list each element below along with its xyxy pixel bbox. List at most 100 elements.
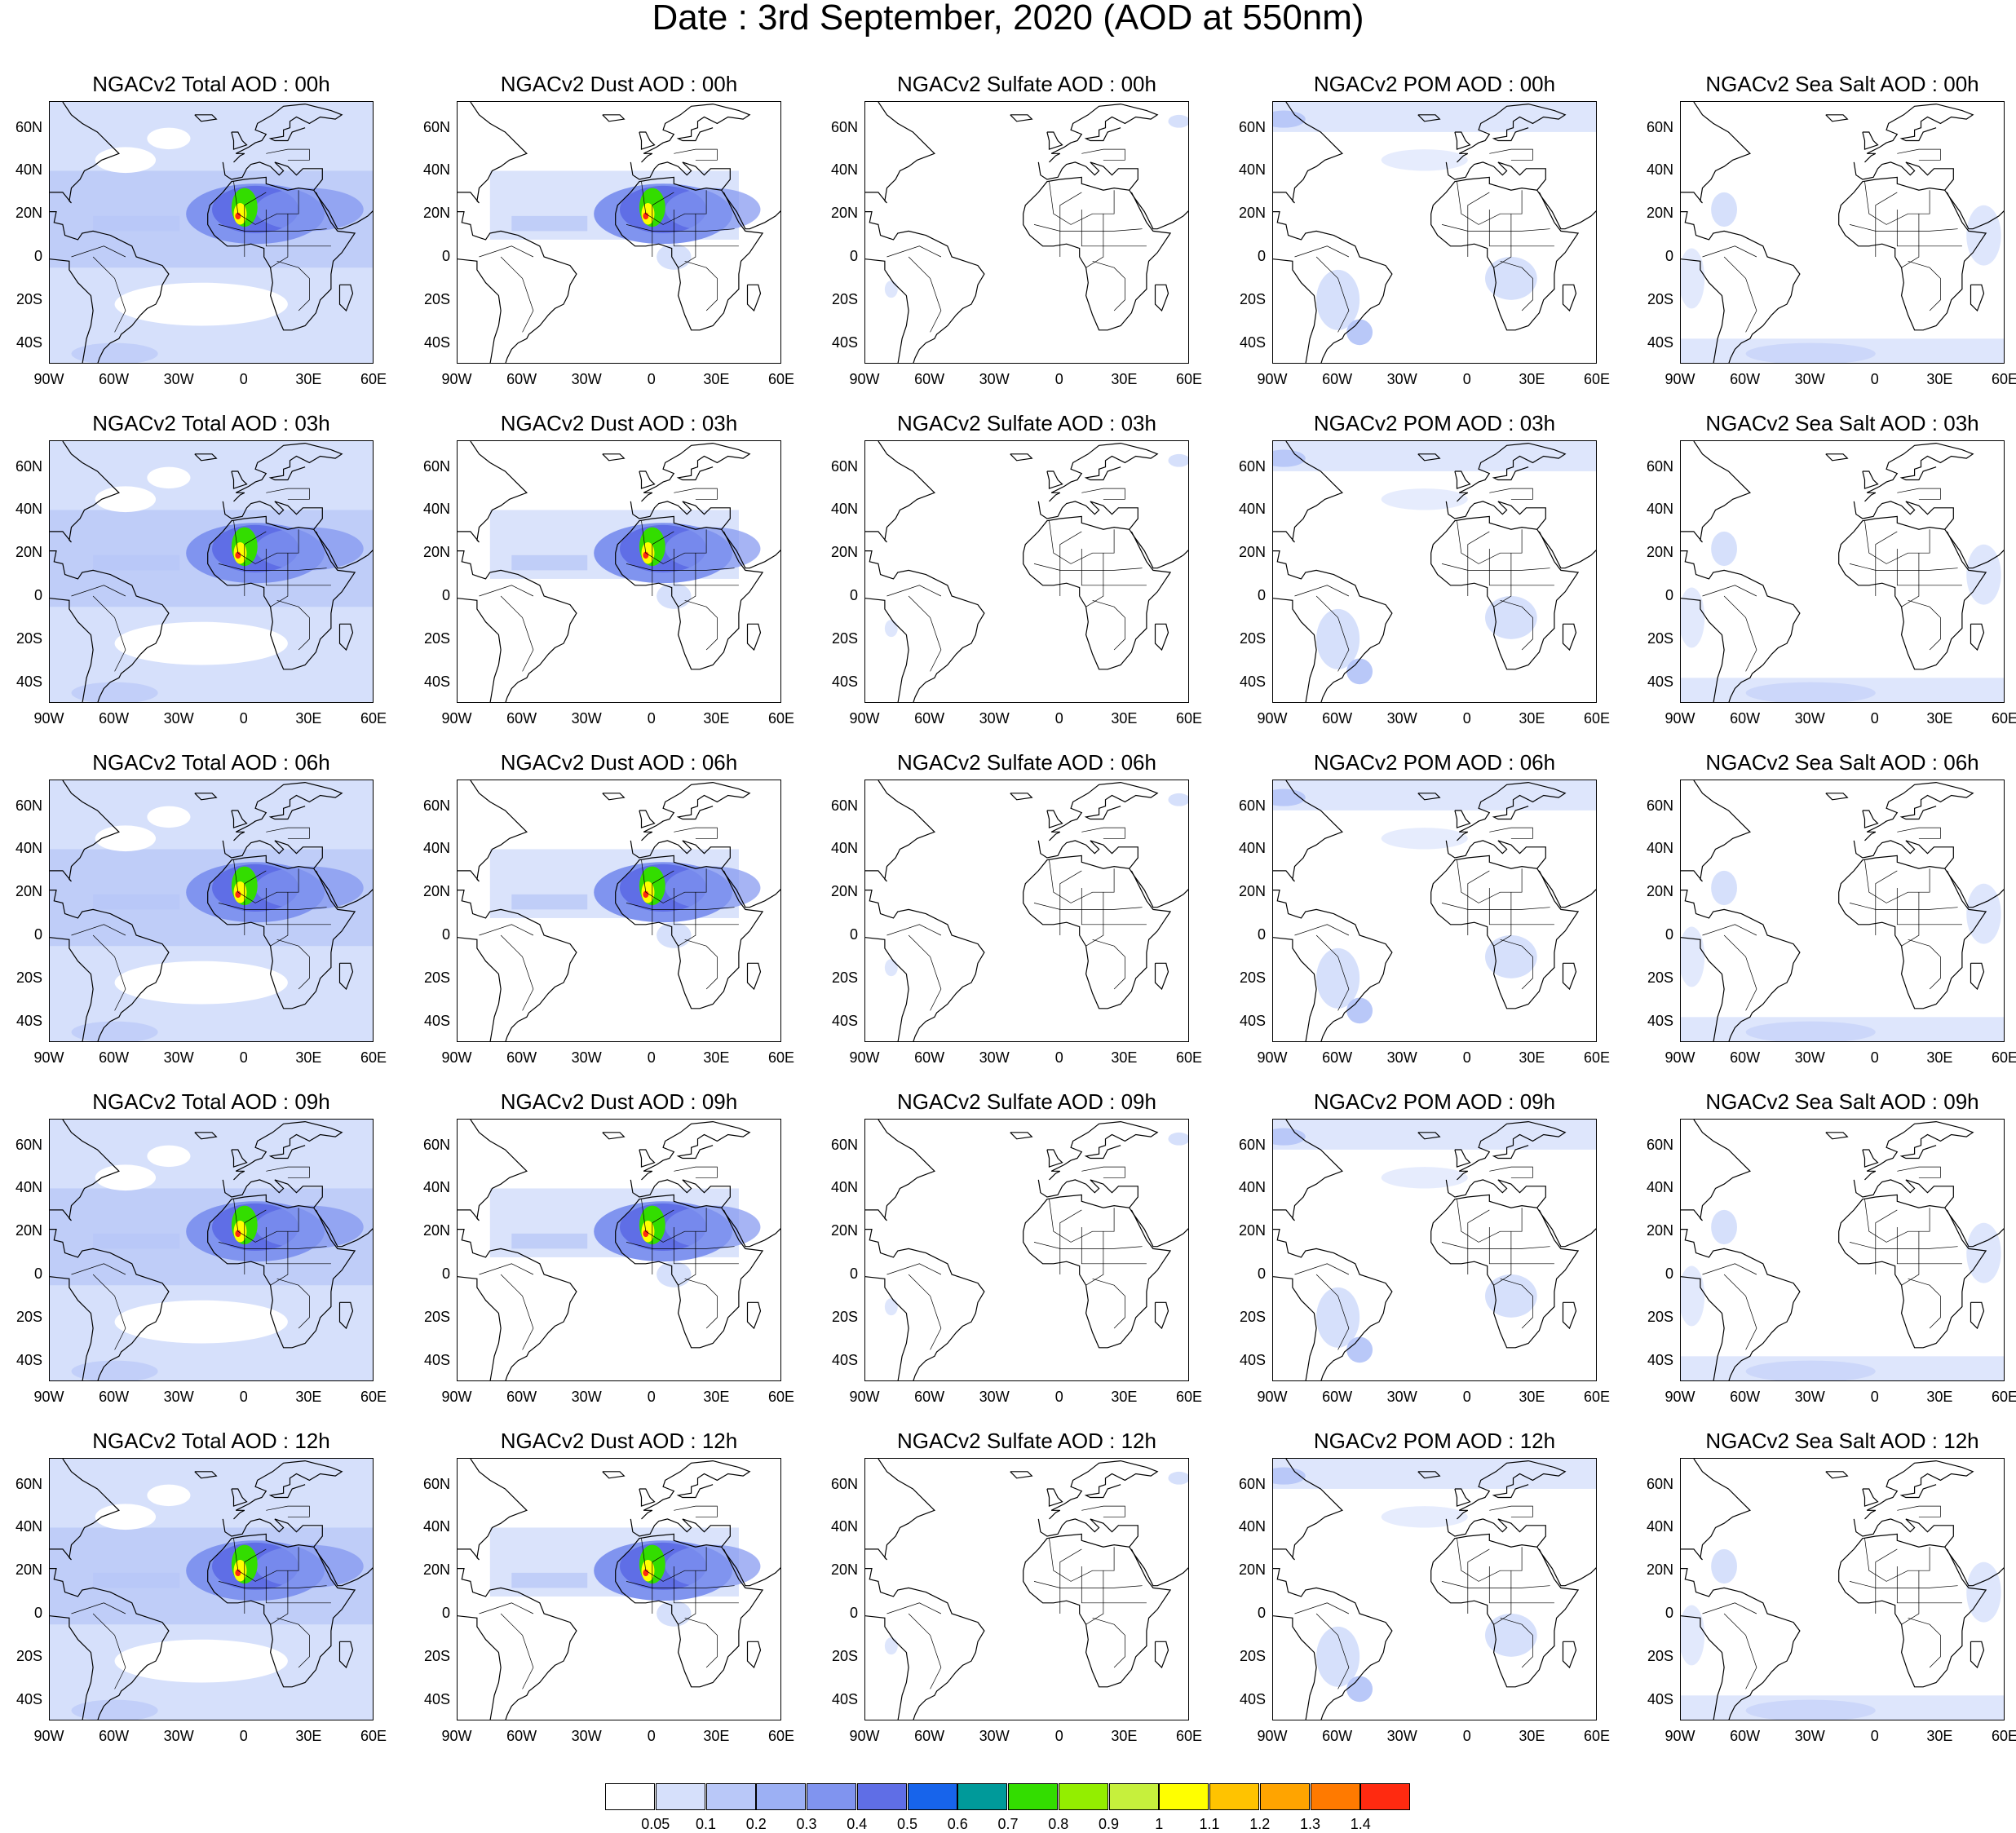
map-plot-area — [457, 1458, 781, 1720]
lat-tick-label: 40N — [15, 161, 42, 179]
lon-tick-label: 60E — [1991, 1389, 2016, 1405]
lon-tick-label: 60E — [767, 1728, 795, 1744]
aod-field — [1681, 192, 2004, 363]
lat-tick-label: 0 — [1257, 1265, 1266, 1283]
aod-field — [1681, 1548, 2004, 1720]
coastlines-and-borders — [50, 102, 373, 363]
map-svg — [1681, 780, 2004, 1041]
lon-tick-label: 60E — [360, 710, 387, 727]
lon-tick-label: 60W — [1730, 371, 1761, 387]
aod-field — [489, 1527, 761, 1627]
lat-tick-label: 20N — [830, 1222, 858, 1239]
lat-tick-label: 40S — [1647, 1690, 1673, 1707]
colorbar-swatch — [1008, 1783, 1058, 1810]
panel-title: NGACv2 Total AOD : 12h — [92, 1429, 330, 1453]
lat-tick-label: 40S — [423, 1351, 450, 1368]
lon-tick-label: 60E — [1991, 371, 2016, 387]
lat-tick-label: 60N — [422, 457, 450, 475]
lat-tick-label: 20N — [15, 1222, 42, 1239]
coastlines-and-borders — [1273, 1120, 1596, 1380]
lon-tick-label: 60E — [1583, 710, 1611, 727]
lon-tick-label: 60W — [1730, 1728, 1761, 1744]
coastlines-and-borders — [865, 102, 1188, 363]
lat-tick-label: 20S — [1239, 1647, 1266, 1664]
lon-tick-label: 60W — [506, 710, 537, 727]
lat-tick-label: 20N — [1646, 205, 1673, 222]
map-svg — [865, 1120, 1188, 1380]
lat-tick-label: 20S — [1647, 1308, 1673, 1325]
lon-tick-label: 60E — [360, 1049, 387, 1066]
aod-field — [1273, 1459, 1596, 1703]
map-panel: NGACv2 POM AOD : 06h 60N 40N 20N 0 20S 40S 90W 6… — [1223, 750, 1631, 1089]
coastlines-and-borders — [865, 1120, 1188, 1380]
colorbar-swatch — [605, 1783, 655, 1810]
map-panel: NGACv2 POM AOD : 03h 60N 40N 20N 0 20S 40S 90W 6… — [1223, 411, 1631, 750]
panel-title: NGACv2 Sea Salt AOD : 03h — [1705, 411, 1979, 435]
lon-tick-label: 30W — [571, 710, 602, 727]
map-svg — [458, 1459, 780, 1720]
lat-tick-label: 0 — [1665, 248, 1673, 265]
lon-tick-label: 60W — [1322, 1728, 1353, 1744]
map-plot-area — [49, 1119, 374, 1381]
lat-tick-label: 20S — [423, 629, 450, 647]
lat-tick-label: 0 — [1257, 1605, 1266, 1622]
lon-tick-label: 90W — [1665, 1389, 1695, 1405]
lat-tick-label: 60N — [1238, 457, 1266, 475]
lat-tick-label: 40S — [831, 1012, 858, 1029]
lon-tick-label: 60W — [914, 710, 945, 727]
map-panel: NGACv2 Sulfate AOD : 12h 60N 40N 20N 0 20S 40S… — [816, 1429, 1223, 1768]
lat-tick-label: 0 — [33, 926, 42, 943]
map-plot-area — [1272, 780, 1597, 1042]
aod-field — [489, 1188, 761, 1288]
lon-tick-label: 90W — [849, 710, 880, 727]
panel-title: NGACv2 POM AOD : 12h — [1313, 1429, 1556, 1453]
lat-tick-label: 0 — [849, 248, 858, 265]
lat-tick-label: 60N — [1238, 797, 1266, 814]
colorbar-swatch — [756, 1783, 807, 1810]
map-svg — [458, 780, 780, 1041]
lon-tick-label: 0 — [647, 1389, 656, 1405]
lat-tick-label: 40S — [1239, 673, 1266, 690]
lon-tick-label: 60W — [1730, 1049, 1761, 1066]
lat-tick-label: 20N — [15, 544, 42, 561]
colorbar-swatch — [856, 1783, 907, 1810]
lon-tick-label: 30W — [1386, 371, 1417, 387]
lon-tick-label: 90W — [1665, 1049, 1695, 1066]
lat-tick-label: 40S — [1647, 1012, 1673, 1029]
lat-tick-label: 40S — [423, 1690, 450, 1707]
aod-field — [1681, 870, 2004, 1041]
colorbar-swatch — [957, 1783, 1008, 1810]
lon-tick-label: 0 — [647, 1049, 656, 1066]
lat-tick-label: 20S — [831, 969, 858, 986]
map-svg — [50, 102, 373, 363]
lat-tick-label: 20N — [422, 205, 450, 222]
lon-tick-label: 60W — [99, 1728, 130, 1744]
coastlines-and-borders — [1273, 780, 1596, 1041]
lon-tick-label: 30W — [163, 371, 194, 387]
lat-tick-label: 60N — [1646, 1136, 1673, 1153]
lat-tick-label: 60N — [1646, 457, 1673, 475]
lon-tick-label: 90W — [33, 371, 64, 387]
map-panel: NGACv2 Sea Salt AOD : 12h 60N 40N 20N 0 20S 40… — [1631, 1429, 2016, 1768]
lon-tick-label: 60W — [506, 1389, 537, 1405]
panel-title: NGACv2 Sulfate AOD : 03h — [897, 411, 1156, 435]
lat-tick-label: 40S — [1239, 1351, 1266, 1368]
map-panel: NGACv2 Total AOD : 12h 60N 40N 20N 0 20S 40S 90… — [0, 1429, 408, 1768]
lon-tick-label: 30E — [1519, 710, 1545, 727]
colorbar-label: 0.3 — [796, 1816, 817, 1832]
lon-tick-label: 30E — [1926, 371, 1953, 387]
lon-tick-label: 60W — [99, 1389, 130, 1405]
map-plot-area — [49, 780, 374, 1042]
map-plot-area — [864, 1458, 1189, 1720]
lat-tick-label: 60N — [830, 1136, 858, 1153]
lon-tick-label: 60E — [1175, 1728, 1203, 1744]
map-plot-area — [49, 1458, 374, 1720]
panel-title: NGACv2 Sulfate AOD : 09h — [897, 1089, 1156, 1114]
lon-tick-label: 30E — [1926, 1728, 1953, 1744]
lon-tick-label: 30W — [1794, 1049, 1825, 1066]
lat-tick-label: 60N — [15, 118, 42, 135]
coastlines-and-borders — [458, 780, 780, 1041]
lat-tick-label: 40S — [1239, 333, 1266, 351]
aod-field — [489, 510, 761, 609]
map-plot-area — [457, 101, 781, 364]
